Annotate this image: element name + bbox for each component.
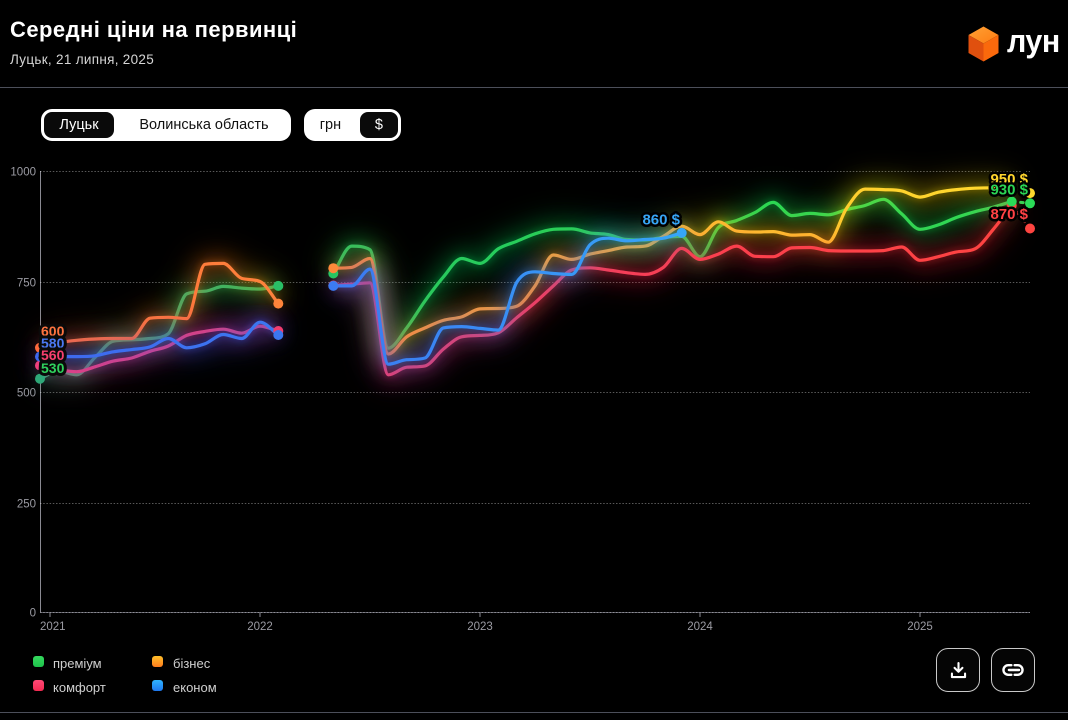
svg-text:2022: 2022: [247, 621, 273, 633]
svg-text:560: 560: [41, 347, 65, 363]
svg-text:600: 600: [41, 323, 65, 339]
svg-text:860 $: 860 $: [642, 212, 680, 229]
svg-text:250: 250: [17, 499, 36, 511]
svg-text:530: 530: [41, 360, 65, 376]
svg-text:2024: 2024: [687, 621, 713, 633]
svg-text:2023: 2023: [467, 621, 493, 633]
svg-text:870 $: 870 $: [990, 206, 1028, 223]
svg-text:0: 0: [30, 608, 36, 620]
svg-text:2021: 2021: [40, 621, 66, 633]
svg-text:930 $: 930 $: [990, 182, 1028, 199]
svg-text:750: 750: [17, 278, 36, 290]
svg-text:950 $: 950 $: [990, 171, 1028, 188]
svg-text:1000: 1000: [10, 167, 36, 179]
svg-text:500: 500: [17, 388, 36, 400]
svg-text:580: 580: [41, 335, 65, 351]
svg-text:2025: 2025: [907, 621, 933, 633]
